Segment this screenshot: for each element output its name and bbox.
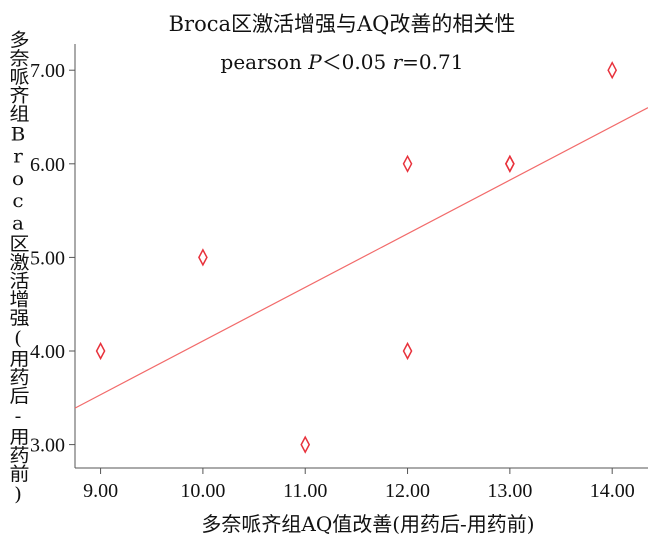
x-tick-label: 12.00 xyxy=(385,480,430,502)
data-point xyxy=(198,248,208,267)
y-tick-label: 3.00 xyxy=(30,435,65,457)
x-tick-label: 10.00 xyxy=(180,480,225,502)
data-point xyxy=(607,61,618,80)
data-point xyxy=(300,435,311,454)
data-point xyxy=(402,341,413,361)
x-tick-label: 9.00 xyxy=(83,480,118,502)
x-axis-label: 多奈哌齐组AQ值改善(用药后-用药前) xyxy=(201,512,534,536)
data-point xyxy=(505,154,515,173)
x-tick-label: 14.00 xyxy=(590,480,635,502)
y-axis-label: 多奈哌齐组Broca区激活增强(用药后-用药前) xyxy=(6,30,30,505)
y-tick-label: 7.00 xyxy=(30,60,65,82)
data-points xyxy=(95,61,618,454)
y-tick-label: 5.00 xyxy=(30,247,65,269)
data-point xyxy=(505,154,515,173)
y-tick-label: 4.00 xyxy=(30,341,65,363)
y-tick-label: 6.00 xyxy=(30,154,65,176)
data-point xyxy=(95,341,106,361)
x-tick-label: 11.00 xyxy=(283,480,327,502)
fit-line xyxy=(74,107,648,409)
correlation-annotation: pearson P＜0.05 r=0.71 xyxy=(221,50,464,74)
y-axis-ticks: 3.00 4.00 5.00 6.00 7.00 xyxy=(30,60,75,457)
data-point xyxy=(402,154,413,173)
x-axis-ticks: 9.00 10.00 11.00 12.00 13.00 14.00 xyxy=(83,468,635,502)
chart-title: Broca区激活增强与AQ改善的相关性 xyxy=(169,12,516,36)
x-tick-label: 13.00 xyxy=(487,480,532,502)
